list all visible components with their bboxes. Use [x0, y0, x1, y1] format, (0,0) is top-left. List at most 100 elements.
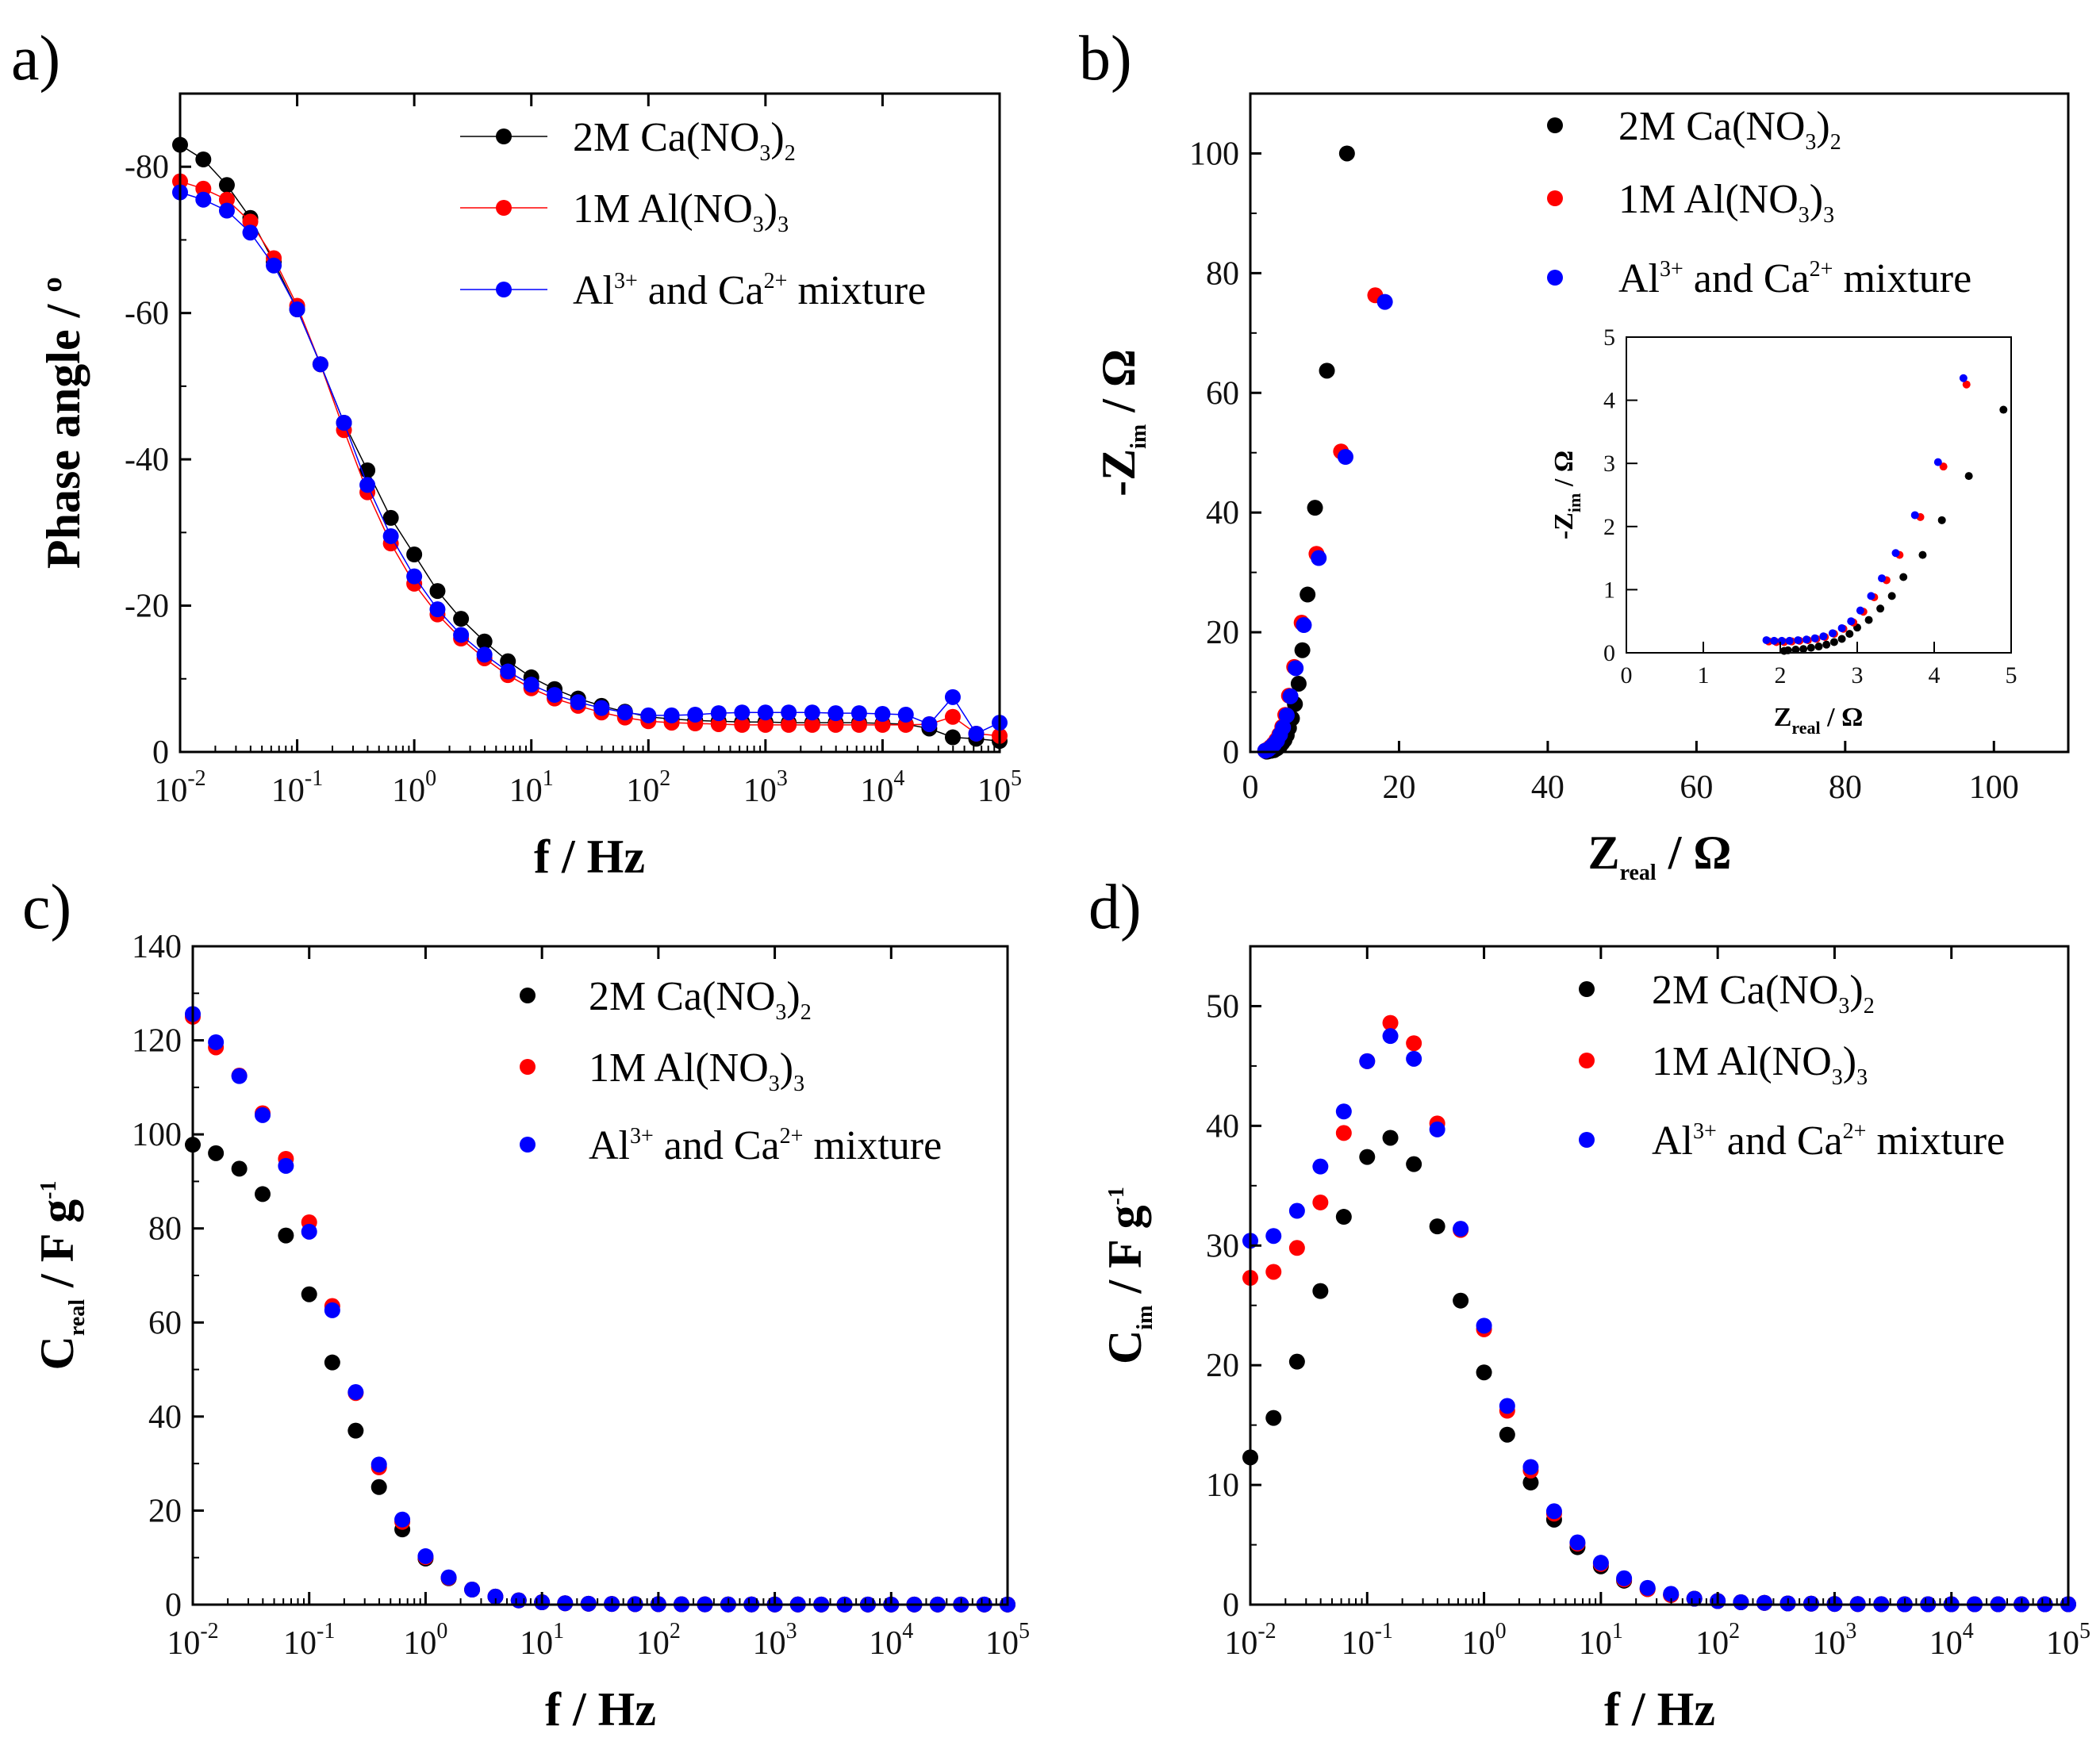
series-1m-al-no3-3: [1242, 1014, 2076, 1613]
panel-b-xtick-label: 100: [1969, 769, 2019, 806]
data-point: [944, 708, 961, 725]
data-point: [1569, 1534, 1586, 1551]
inset-data-point: [1819, 632, 1828, 641]
data-point: [440, 1569, 457, 1586]
inset-xtick-label: 4: [1929, 662, 1941, 688]
legend-d-mix-marker: [1579, 1132, 1595, 1148]
inset-data-point: [1887, 592, 1896, 600]
data-point: [1359, 1149, 1376, 1165]
data-point: [1499, 1398, 1515, 1414]
inset-data-point: [1856, 606, 1864, 615]
legend-d-al-label: 1M Al(NO3)3: [1652, 1039, 1868, 1090]
inset-x-label: Zreal / Ω: [1774, 703, 1864, 738]
data-point: [781, 704, 797, 721]
data-point: [781, 716, 797, 733]
inset-data-point: [1910, 511, 1919, 520]
inset-data-point: [1918, 550, 1927, 559]
data-point: [301, 1223, 317, 1240]
inset-ytick-label: 3: [1603, 451, 1615, 477]
legend-c-ca-marker: [520, 988, 536, 1003]
data-point: [1312, 1158, 1329, 1175]
data-point: [968, 725, 985, 742]
legend-a-ca-label: 2M Ca(NO3)2: [573, 115, 796, 166]
data-point: [1265, 1228, 1282, 1245]
data-point: [897, 706, 914, 723]
panel-a-xtick-label: 100: [392, 766, 436, 809]
panel-a-ytick-label: -80: [125, 149, 169, 186]
legend-d-mix-label: Al3+ and Ca2+ mixture: [1652, 1118, 2005, 1164]
inset-data-point: [1814, 642, 1823, 651]
data-point: [1382, 1130, 1399, 1146]
data-point: [406, 568, 423, 585]
inset-data-point: [1876, 604, 1885, 613]
data-point: [1639, 1579, 1656, 1596]
data-point: [382, 527, 399, 544]
data-point: [850, 716, 867, 733]
inset-data-point: [1799, 645, 1808, 654]
panel-b-inset: 0 1 2 3 4 5 0 1 2 3 4 5 Zreal / Ω -Zim / Ω: [1549, 324, 2017, 738]
panel-c-xtick-label: 105: [985, 1619, 1030, 1662]
series-1m-al-no3-3: [185, 1008, 1015, 1613]
data-point: [476, 633, 493, 650]
inset-series-al3-and-ca2-mixture: [1762, 374, 1968, 645]
inset-data-point: [1939, 462, 1948, 471]
inset-ytick-label: 2: [1603, 514, 1615, 540]
data-point: [1476, 1318, 1492, 1334]
panel-a-ytick-label: 0: [152, 735, 169, 771]
data-point: [406, 547, 423, 562]
data-point: [557, 1595, 574, 1612]
panel-d-frame: [1249, 945, 2070, 1606]
data-point: [1335, 1103, 1352, 1120]
legend-b-al-label: 1M Al(NO3)3: [1618, 177, 1834, 228]
legend-b-ca-label: 2M Ca(NO3)2: [1618, 104, 1841, 155]
data-point: [710, 705, 727, 722]
panel-a-ytick-label: -60: [125, 296, 169, 332]
panel-c-xtick-label: 102: [636, 1619, 681, 1662]
inset-data-point: [1899, 573, 1908, 581]
legend-a-mix-label: Al3+ and Ca2+ mixture: [573, 268, 926, 313]
inset-data-point: [1847, 617, 1856, 626]
panel-c-ytick-label: 60: [148, 1305, 182, 1341]
panel-a-y-label: Phase angle / º: [37, 277, 90, 569]
data-point: [734, 704, 751, 721]
data-point: [663, 707, 680, 723]
inset-data-point: [1828, 629, 1837, 638]
panel-a-xtick-label: 103: [743, 766, 788, 809]
data-point: [242, 213, 259, 230]
legend-a-al-marker: [496, 200, 512, 216]
panel-a-legend: 2M Ca(NO3)2 1M Al(NO3)3 Al3+ and Ca2+ mi…: [460, 115, 926, 313]
panel-c-xtick-label: 100: [403, 1619, 447, 1662]
inset-data-point: [1964, 472, 1973, 481]
data-point: [921, 715, 938, 732]
data-point: [1312, 1194, 1329, 1210]
data-point: [453, 611, 470, 627]
legend-b-al-marker: [1547, 190, 1563, 206]
data-point: [487, 1588, 504, 1605]
panel-d-ytick-label: 50: [1206, 988, 1239, 1025]
inset-y-ticks: 0 1 2 3 4 5: [1603, 324, 1637, 666]
panel-b-xtick-label: 40: [1531, 769, 1564, 806]
panel-b-x-label: Zreal / Ω: [1588, 827, 1732, 885]
inset-data-point: [1999, 405, 2008, 414]
panel-c-xtick-label: 10-1: [283, 1619, 335, 1662]
data-point: [1453, 1221, 1469, 1237]
panel-a-xtick-label: 101: [509, 766, 554, 809]
panel-a-xtick-label: 105: [977, 766, 1022, 809]
data-point: [231, 1068, 248, 1084]
inset-data-point: [1810, 634, 1819, 642]
panel-b-ytick-label: 100: [1189, 136, 1239, 172]
data-point: [312, 356, 328, 373]
panel-d-ytick-label: 30: [1206, 1228, 1239, 1264]
inset-ytick-label: 1: [1603, 577, 1615, 603]
data-point: [218, 202, 235, 219]
data-point: [500, 663, 516, 680]
data-point: [1382, 1028, 1399, 1045]
data-point: [1476, 1364, 1492, 1381]
legend-c-ca-label: 2M Ca(NO3)2: [589, 974, 812, 1025]
legend-a-mix-marker: [496, 282, 512, 297]
data-point: [1429, 1218, 1445, 1235]
panel-d-xtick-label: 100: [1462, 1619, 1507, 1662]
series-al3-and-ca2-mixture: [185, 1006, 1015, 1613]
legend-c-al-marker: [520, 1059, 536, 1075]
